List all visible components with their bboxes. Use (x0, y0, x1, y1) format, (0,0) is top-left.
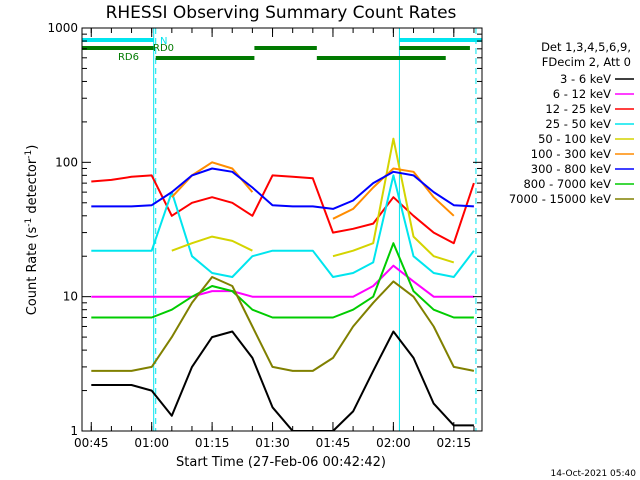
legend-entry-label: 300 - 800 keV (531, 162, 611, 176)
legend-header-line: FDecim 2, Att 0 (542, 55, 631, 69)
series-line (171, 137, 455, 264)
series-line (91, 330, 474, 431)
x-axis-label: Start Time (27-Feb-06 00:42:42) (176, 455, 386, 470)
x-tick-label: 00:45 (74, 436, 109, 450)
legend-entry-label: 100 - 300 keV (531, 147, 611, 161)
series-line (91, 264, 474, 298)
legend-entry-label: 12 - 25 keV (545, 102, 611, 116)
legend-entry-label: 7000 - 15000 keV (509, 192, 611, 206)
legend-header-line: Det 1,3,4,5,6,9, (541, 40, 631, 54)
series-line (91, 242, 474, 319)
legend-entry-label: 50 - 100 keV (538, 132, 611, 146)
series-line (91, 174, 475, 245)
x-tick-label: 01:00 (134, 436, 169, 450)
x-tick-label: 02:00 (376, 436, 411, 450)
flag-bar (82, 38, 154, 42)
series-line (91, 174, 475, 278)
series-line (91, 167, 474, 210)
legend-entry-label: 25 - 50 keV (545, 117, 611, 131)
timestamp: 14-Oct-2021 05:40 (551, 469, 637, 479)
plot-frame (81, 27, 483, 432)
flag-bar (399, 38, 482, 42)
legend-entry-label: 800 - 7000 keV (523, 177, 611, 191)
y-tick-label: 10 (63, 290, 78, 304)
flag-bar (155, 56, 255, 60)
flag-bar (399, 46, 470, 50)
flag-label: RD6 (118, 52, 139, 63)
y-axis-label: Count Rate (s-1 detector-1) (24, 145, 40, 316)
flag-bar (82, 46, 154, 50)
legend: Det 1,3,4,5,6,9,FDecim 2, Att 0 3 - 6 keV… (509, 40, 634, 206)
x-tick-label: 01:45 (316, 436, 351, 450)
y-tick-label: 100 (55, 155, 78, 169)
series-line (91, 276, 475, 372)
flag-label: N (160, 36, 167, 47)
flag-bar (316, 56, 446, 60)
x-tick-label: 01:15 (195, 436, 230, 450)
y-tick-label: 1000 (47, 21, 78, 35)
legend-entry-label: 6 - 12 keV (553, 87, 611, 101)
x-tick-label: 02:15 (437, 436, 472, 450)
x-tick-label: 01:30 (255, 436, 290, 450)
legend-entry-label: 3 - 6 keV (560, 72, 611, 86)
flag-bar (254, 46, 317, 50)
series-line (171, 161, 455, 220)
y-tick-label: 1 (70, 424, 78, 438)
chart-title: RHESSI Observing Summary Count Rates (106, 3, 457, 23)
flag-label: RD0 (153, 43, 174, 54)
